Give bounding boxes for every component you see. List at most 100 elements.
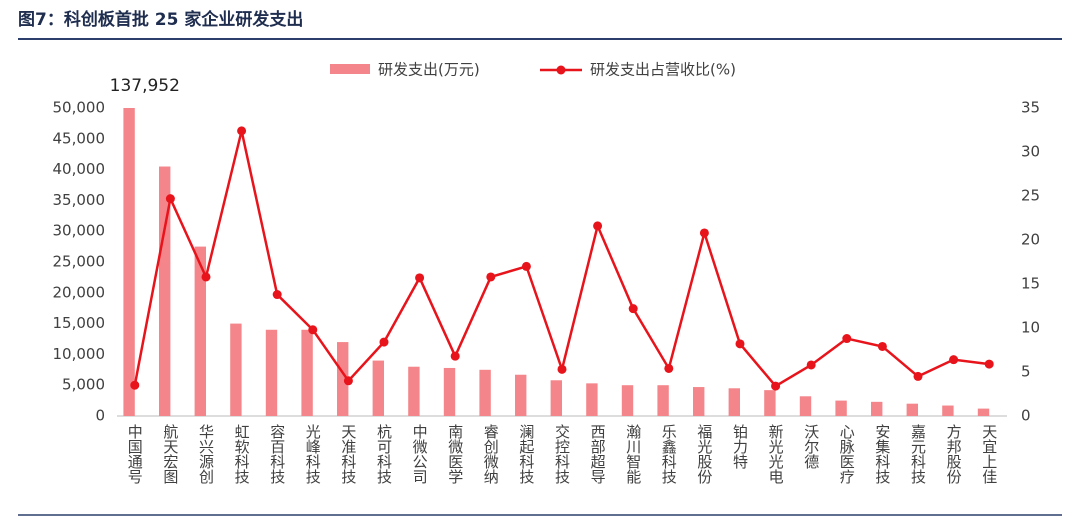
bar [621, 385, 634, 416]
legend-swatch [330, 64, 370, 74]
bar [515, 374, 527, 416]
line-point [130, 380, 140, 390]
bar [693, 387, 705, 416]
y-tick-label: 10,000 [53, 345, 106, 363]
x-tick-label: 沃尔德 [802, 424, 820, 469]
line-point [165, 194, 175, 204]
x-tick-label: 容百科技 [268, 424, 286, 485]
line-point [877, 341, 887, 351]
line-point [771, 381, 781, 391]
line-point [237, 126, 247, 136]
x-tick-label: 华兴源创 [197, 424, 215, 485]
bar [408, 366, 420, 416]
line-point [984, 359, 994, 369]
bar [479, 369, 491, 416]
legend-label: 研发支出(万元) [378, 61, 480, 79]
y2-tick-label: 20 [1021, 231, 1040, 249]
y-tick-label: 45,000 [53, 129, 106, 147]
line-point [557, 364, 567, 374]
x-tick-label: 方邦股份 [945, 424, 963, 485]
x-tick-label: 南微医学 [446, 424, 464, 484]
line-point [628, 304, 638, 314]
bar [977, 408, 990, 416]
line-point [486, 272, 496, 282]
y-tick-label: 40,000 [53, 160, 106, 178]
line-point [664, 363, 674, 373]
x-tick-label: 西部超导 [589, 424, 607, 484]
line-point [735, 339, 745, 349]
line-point [272, 290, 282, 300]
y2-tick-label: 5 [1021, 363, 1031, 381]
y-tick-label: 0 [95, 407, 105, 425]
line-point [415, 273, 425, 283]
y-tick-label: 5,000 [62, 376, 105, 394]
x-tick-label: 心脉医疗 [838, 424, 856, 485]
x-tick-label: 杭可科技 [375, 424, 393, 485]
y2-tick-label: 0 [1021, 407, 1031, 425]
legend-swatch [556, 65, 566, 75]
x-tick-label: 中微公司 [411, 424, 429, 484]
y-tick-label: 50,000 [53, 99, 106, 117]
bar [871, 401, 883, 416]
bar [337, 342, 349, 416]
x-tick-label: 天准科技 [339, 424, 357, 485]
line-point [842, 334, 852, 344]
x-tick-label: 安集科技 [873, 424, 891, 485]
bar [942, 405, 954, 416]
line-point [521, 261, 531, 271]
bar [586, 383, 598, 416]
x-tick-label: 虹软科技 [233, 424, 251, 485]
legend-label: 研发支出占营收比(%) [590, 61, 736, 79]
chart-title: 图7：科创板首批 25 家企业研发支出 [18, 9, 303, 30]
bar [764, 390, 776, 416]
y-tick-label: 20,000 [53, 283, 106, 301]
line [133, 130, 990, 388]
bar [123, 108, 135, 416]
x-tick-label: 交控科技 [553, 423, 571, 485]
y2-tick-label: 10 [1021, 319, 1040, 337]
line-point [450, 351, 460, 361]
line-point [806, 360, 816, 370]
y2-tick-label: 35 [1021, 99, 1040, 117]
y2-tick-label: 25 [1021, 187, 1040, 205]
x-tick-label: 中国通号 [126, 424, 144, 485]
x-tick-label: 瀚川智能 [624, 424, 642, 485]
bar [159, 166, 171, 416]
bar [194, 246, 206, 416]
bar [372, 360, 384, 416]
line-point [343, 376, 353, 386]
line-point [699, 228, 709, 238]
y-tick-label: 15,000 [53, 314, 106, 332]
bar [443, 367, 456, 416]
y2-tick-label: 15 [1021, 275, 1040, 293]
x-tick-label: 澜起科技 [517, 424, 535, 485]
x-tick-label: 嘉元科技 [909, 424, 927, 485]
bar [657, 385, 669, 416]
x-tick-label: 航天宏图 [161, 424, 179, 484]
line-point [379, 337, 389, 347]
line-point [913, 371, 923, 381]
x-tick-label: 福光股份 [695, 424, 713, 485]
plot-area [123, 108, 990, 416]
bar [799, 396, 812, 416]
line-point [949, 355, 959, 365]
y2-tick-label: 30 [1021, 143, 1040, 161]
bar [835, 400, 847, 416]
bar [550, 380, 562, 416]
x-tick-label: 光峰科技 [304, 424, 322, 485]
line-point [593, 221, 603, 231]
x-tick-label: 睿创微纳 [482, 424, 500, 485]
x-tick-label: 新光光电 [767, 424, 785, 484]
value-label: 137,952 [110, 76, 180, 96]
y-tick-label: 25,000 [53, 253, 106, 271]
bar [230, 323, 242, 416]
bar [265, 329, 278, 416]
bar [728, 388, 740, 416]
x-tick-label: 铂力特 [731, 424, 749, 469]
y-tick-label: 30,000 [53, 222, 106, 240]
bar [906, 403, 918, 416]
x-tick-label: 天宜上佳 [980, 424, 998, 484]
y-tick-label: 35,000 [53, 191, 106, 209]
line-point [201, 272, 211, 282]
